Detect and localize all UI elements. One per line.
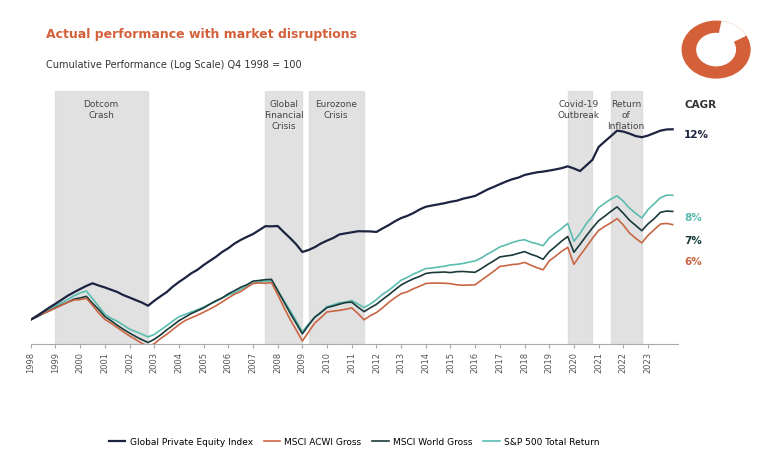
Legend: Global Private Equity Index, MSCI ACWI Gross, MSCI World Gross, S&P 500 Total Re: Global Private Equity Index, MSCI ACWI G… — [105, 434, 603, 450]
Text: Dotcom
Crash: Dotcom Crash — [83, 99, 119, 119]
Text: Covid-19
Outbreak: Covid-19 Outbreak — [557, 99, 600, 119]
Bar — [309, 92, 364, 344]
Text: 12%: 12% — [684, 130, 709, 140]
Circle shape — [697, 34, 735, 67]
Bar — [266, 92, 303, 344]
Text: 8%: 8% — [684, 213, 701, 223]
Text: CAGR: CAGR — [684, 99, 716, 109]
Text: Global
Financial
Crisis: Global Financial Crisis — [264, 99, 304, 130]
Text: Cumulative Performance (Log Scale) Q4 1998 = 100: Cumulative Performance (Log Scale) Q4 19… — [46, 60, 302, 70]
Text: 7%: 7% — [684, 236, 702, 246]
Bar — [567, 92, 592, 344]
Bar — [611, 92, 642, 344]
Text: Actual performance with market disruptions: Actual performance with market disruptio… — [46, 28, 357, 40]
Circle shape — [682, 22, 750, 79]
Text: Return
of
Inflation: Return of Inflation — [607, 99, 644, 130]
Text: 6%: 6% — [684, 256, 701, 266]
Bar — [55, 92, 148, 344]
Text: Eurozone
Crisis: Eurozone Crisis — [315, 99, 357, 119]
Wedge shape — [716, 22, 745, 50]
